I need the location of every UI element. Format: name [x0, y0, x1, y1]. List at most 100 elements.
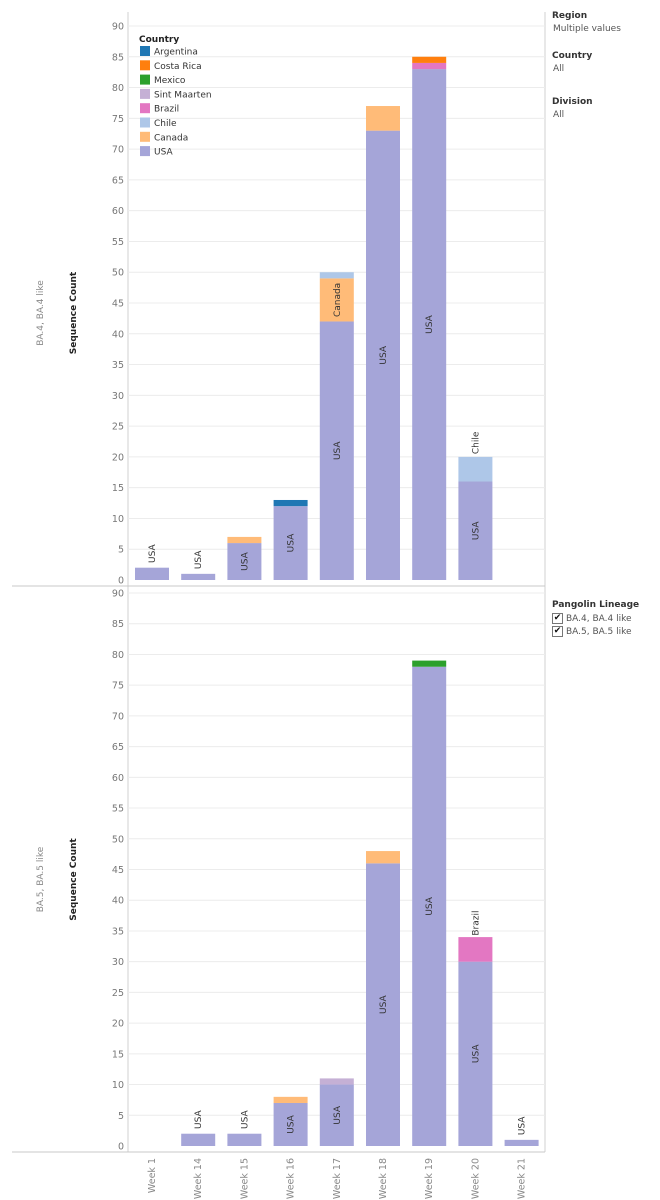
- segment-label: USA: [333, 441, 343, 460]
- x-tick-label: Week 21: [517, 1158, 528, 1199]
- panel-2: 0 5 10 15 20 25 30 35 40 45 50 55 60 65 70 75 80 85 90 BA.5…: [36, 589, 545, 1153]
- bar-segment-mexico: [412, 660, 447, 667]
- bar-segment-costa-rica: [412, 56, 447, 63]
- division-filter-label: Division: [552, 97, 593, 107]
- y-tick-label: 25: [112, 422, 124, 433]
- region-filter[interactable]: Region Multiple values: [552, 11, 621, 34]
- y-tick-label: 65: [112, 742, 124, 753]
- legend-item-label: Argentina: [154, 48, 198, 58]
- y-tick-label: 65: [112, 175, 124, 186]
- x-tick-label: Week 20: [470, 1158, 481, 1199]
- segment-label: USA: [240, 1110, 250, 1129]
- bar-segment-usa: [273, 506, 308, 580]
- bar-segment-canada: [366, 106, 400, 131]
- x-tick-label: Week 1: [147, 1158, 158, 1193]
- x-tick-label: Week 15: [239, 1158, 250, 1199]
- y-tick-label: 55: [112, 804, 124, 815]
- lineage-option-ba5[interactable]: ✔ BA.5, BA.5 like: [552, 625, 639, 638]
- legend: Country Argentina Costa Rica Mexico Sint Maa…: [139, 35, 212, 158]
- bar-segment-usa: [366, 863, 400, 1146]
- bar-segment-usa: [412, 666, 447, 1146]
- y-tick-label: 30: [112, 391, 124, 402]
- y-tick-label: 90: [112, 22, 124, 33]
- y-tick-label: 80: [112, 83, 124, 94]
- y-tick-label: 90: [112, 589, 124, 600]
- y-tick-label: 25: [112, 988, 124, 999]
- segment-label: USA: [240, 551, 250, 570]
- legend-item-label: Brazil: [154, 105, 179, 115]
- legend-item-label: Sint Maarten: [154, 90, 212, 100]
- legend-swatch: [140, 131, 150, 142]
- bar-segment-argentina: [273, 499, 308, 507]
- segment-label: USA: [471, 1044, 481, 1063]
- legend-item-label: Costa Rica: [154, 62, 202, 72]
- y-tick-label: 50: [112, 268, 124, 279]
- y-tick-label: 5: [118, 1111, 124, 1122]
- y-tick-label: 45: [112, 865, 124, 876]
- segment-label: USA: [518, 1116, 528, 1135]
- segment-label: USA: [425, 314, 435, 333]
- segment-label: USA: [287, 533, 297, 552]
- y-axis-title: Sequence Count: [69, 271, 79, 354]
- y-tick-label: 60: [112, 206, 124, 217]
- checkbox-checked-icon[interactable]: ✔: [552, 613, 563, 624]
- legend-swatch: [140, 117, 150, 128]
- y-tick-label: 85: [112, 619, 124, 630]
- bar-segment-canada: [227, 536, 262, 544]
- division-filter[interactable]: Division All: [552, 97, 593, 120]
- legend-title: Country: [139, 35, 179, 45]
- y-tick-label: 70: [112, 145, 124, 156]
- checkbox-checked-icon[interactable]: ✔: [552, 626, 563, 637]
- bar-segment-usa: [227, 1133, 262, 1146]
- legend-item-label: Chile: [154, 119, 177, 129]
- bar-segment-usa: [181, 573, 216, 580]
- y-tick-label: 80: [112, 650, 124, 661]
- x-tick-label: Week 18: [378, 1158, 389, 1199]
- bar-segment-usa: [273, 1102, 308, 1146]
- y-tick-label: 75: [112, 681, 124, 692]
- x-tick-label: Week 14: [193, 1158, 204, 1199]
- y-tick-label: 40: [112, 896, 124, 907]
- bar-segment-usa: [458, 481, 493, 580]
- bar-segment-usa: [181, 1133, 216, 1146]
- country-filter-value[interactable]: All: [553, 64, 565, 74]
- bar-segment-usa: [135, 567, 169, 580]
- segment-label: USA: [425, 896, 435, 915]
- y-tick-label: 20: [112, 452, 124, 463]
- bar-segment-usa: [458, 961, 493, 1146]
- lineage-option-label: BA.5, BA.5 like: [566, 626, 632, 637]
- legend-swatch: [140, 103, 150, 114]
- y-tick-label: 50: [112, 834, 124, 845]
- segment-label: USA: [287, 1114, 297, 1133]
- bar-segment-brazil: [412, 62, 447, 70]
- segment-label: Brazil: [471, 911, 481, 936]
- pangolin-lineage-label: Pangolin Lineage: [552, 600, 640, 610]
- region-filter-label: Region: [552, 11, 588, 21]
- bar-segment-canada: [319, 278, 354, 322]
- bar-segment-usa: [227, 543, 262, 580]
- row-label: BA.5, BA.5 like: [36, 846, 46, 912]
- x-tick-label: Week 17: [332, 1158, 343, 1199]
- y-tick-label: 35: [112, 926, 124, 937]
- lineage-option-label: BA.4, BA.4 like: [566, 613, 632, 624]
- y-axis-title: Sequence Count: [69, 838, 79, 921]
- bar-segment-usa: [412, 69, 447, 580]
- x-tick-label: Week 19: [424, 1158, 435, 1199]
- panel-1: 0 5 10 15 20 25 30 35 40 45 50 55 60 65 70 75 80 85 90 BA.4…: [36, 22, 545, 587]
- lineage-option-ba4[interactable]: ✔ BA.4, BA.4 like: [552, 612, 639, 625]
- division-filter-value[interactable]: All: [553, 110, 565, 120]
- segment-label: USA: [194, 1110, 204, 1129]
- bar-segment-usa: [504, 1139, 539, 1146]
- y-tick-label: 75: [112, 114, 124, 125]
- legend-swatch: [140, 146, 150, 157]
- region-filter-value[interactable]: Multiple values: [553, 24, 621, 34]
- legend-swatch: [140, 74, 150, 85]
- y-tick-label: 5: [118, 545, 124, 556]
- segment-label: USA: [379, 995, 389, 1014]
- y-tick-label: 85: [112, 52, 124, 63]
- y-tick-label: 10: [112, 1080, 124, 1091]
- legend-item-label: Canada: [154, 133, 188, 143]
- country-filter[interactable]: Country All: [552, 51, 592, 74]
- legend-item-label: USA: [154, 148, 173, 158]
- segment-label: USA: [194, 550, 204, 569]
